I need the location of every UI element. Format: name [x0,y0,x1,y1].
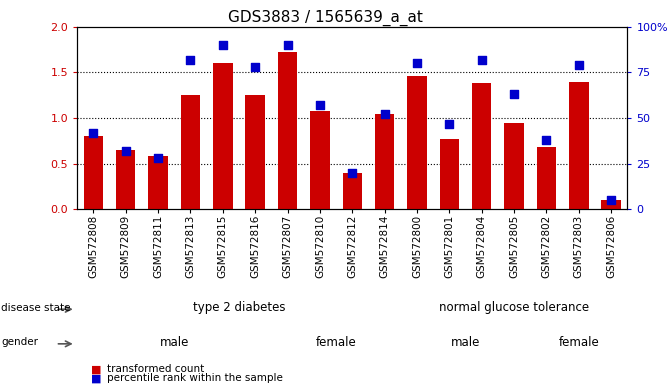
Bar [440,139,459,209]
Point [185,56,196,63]
Text: ■: ■ [91,364,101,374]
Point [509,91,519,98]
Point [606,197,617,203]
Point [541,137,552,143]
Text: percentile rank within the sample: percentile rank within the sample [107,373,283,383]
Point [444,121,455,127]
Text: gender: gender [1,337,38,347]
Text: female: female [316,336,356,349]
Bar [213,63,233,209]
Bar [310,111,329,209]
Point [476,56,487,63]
Text: female: female [558,336,599,349]
Point [347,170,358,176]
Point [411,60,422,66]
Text: ■: ■ [91,373,101,383]
Bar [246,95,265,209]
Text: normal glucose tolerance: normal glucose tolerance [439,301,589,314]
Bar [116,150,136,209]
Point [315,102,325,108]
Point [88,130,99,136]
Text: male: male [451,336,480,349]
Point [379,111,390,118]
Bar [472,83,491,209]
Point [574,62,584,68]
Point [217,42,228,48]
Bar [180,95,200,209]
Text: transformed count: transformed count [107,364,205,374]
Text: disease state: disease state [1,303,71,313]
Text: GDS3883 / 1565639_a_at: GDS3883 / 1565639_a_at [228,10,423,26]
Bar [537,147,556,209]
Text: male: male [160,336,189,349]
Bar [569,82,588,209]
Bar [601,200,621,209]
Bar [505,122,524,209]
Bar [278,53,297,209]
Bar [343,173,362,209]
Point [153,155,164,161]
Text: type 2 diabetes: type 2 diabetes [193,301,285,314]
Bar [375,114,395,209]
Bar [84,136,103,209]
Point [282,42,293,48]
Bar [407,76,427,209]
Point [250,64,260,70]
Bar [148,156,168,209]
Point [120,148,131,154]
